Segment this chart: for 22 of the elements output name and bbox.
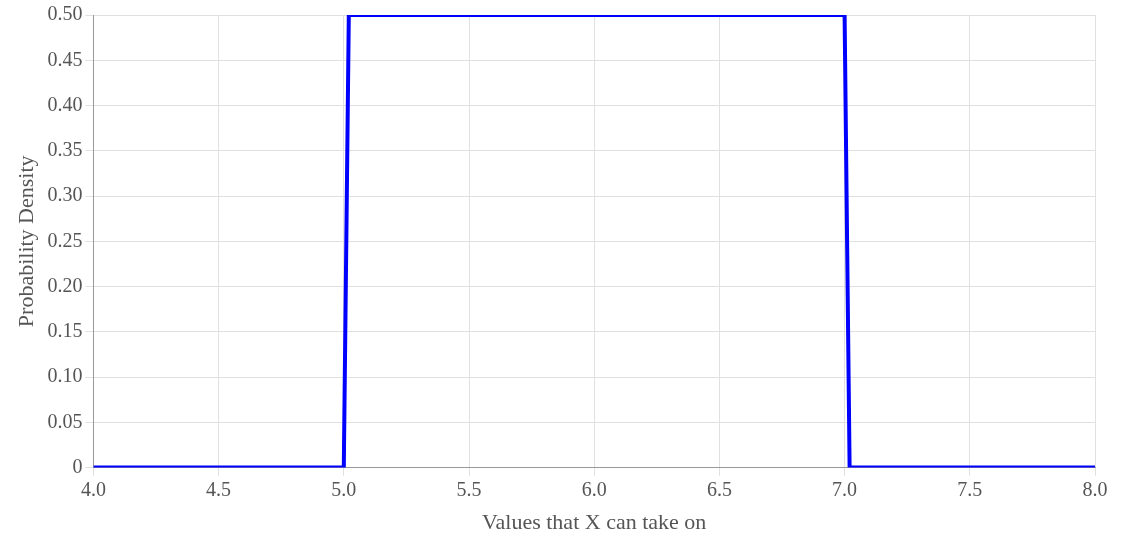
y-tick-label: 0.10 [47, 364, 83, 387]
y-tick-label: 0.30 [47, 183, 83, 206]
y-tick-label: 0.35 [47, 138, 83, 161]
x-tick-label: 8.0 [1082, 477, 1108, 500]
x-tick-label: 6.5 [706, 477, 732, 500]
y-tick-label: 0.50 [47, 2, 83, 25]
y-tick-label: 0.40 [47, 92, 83, 115]
x-tick-label: 7.0 [832, 477, 858, 500]
x-tick-label: 5.0 [331, 477, 357, 500]
y-tick-label: 0.05 [47, 409, 83, 432]
x-tick-label: 6.0 [581, 477, 607, 500]
x-tick-label: 5.5 [456, 477, 482, 500]
y-tick-label: 0.20 [47, 273, 83, 296]
x-tick-label: 4.5 [206, 477, 232, 500]
x-tick-label: 4.0 [80, 477, 106, 500]
y-tick-label: 0.15 [47, 319, 83, 342]
y-tick-label: 0.25 [47, 228, 83, 251]
y-axis-title: Probability Density [12, 155, 38, 328]
y-tick-label: 0.45 [47, 47, 83, 70]
x-axis-title: Values that X can take on [482, 508, 707, 534]
y-tick-label: 0 [72, 454, 83, 477]
x-tick-label: 7.5 [957, 477, 983, 500]
